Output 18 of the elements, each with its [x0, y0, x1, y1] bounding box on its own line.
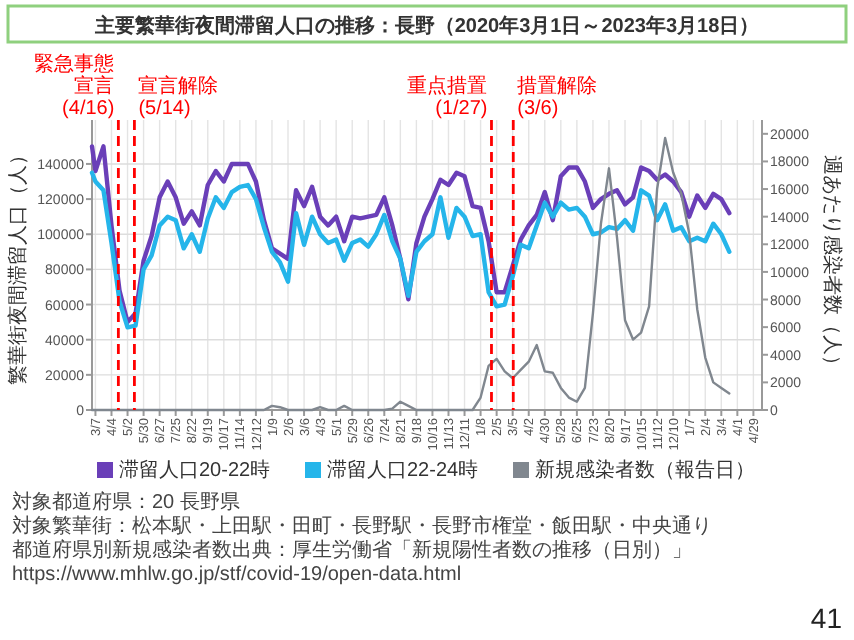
- text: 対象繁華街：松本駅・上田駅・田町・長野駅・長野市権堂・飯田駅・中央通り: [12, 514, 712, 538]
- chart-title: 主要繁華街夜間滞留人口の推移：長野（2020年3月1日～2023年3月18日）: [92, 14, 760, 38]
- legend-label: 滞留人口22-24時: [327, 458, 479, 482]
- ref-line-label: 宣言解除(5/14): [138, 74, 219, 120]
- ref-line-label: 緊急事態宣言(4/16): [34, 52, 115, 120]
- text: 対象都道府県：20 長野県: [12, 490, 240, 514]
- ref-line-label: 重点措置(1/27): [407, 74, 488, 120]
- text: 41: [810, 602, 843, 634]
- legend-label: 新規感染者数（報告日）: [535, 458, 755, 482]
- line-series: [89, 170, 732, 330]
- text: 都道府県別新規感染者数出典：厚生労働省「新規陽性者数の推移（日別）」: [12, 538, 692, 562]
- text: https://www.mhlw.go.jp/stf/covid-19/open-data.html: [12, 564, 462, 586]
- legend-label: 滞留人口20-22時: [119, 458, 271, 482]
- line-series: [89, 144, 732, 325]
- y2-axis-title: 週あたり感染者数（人）: [820, 155, 844, 375]
- y-axis-title: 繁華街夜間滞留人口（人）: [6, 145, 30, 385]
- line-series: [90, 136, 731, 412]
- ref-line-label: 措置解除(3/6): [517, 74, 598, 120]
